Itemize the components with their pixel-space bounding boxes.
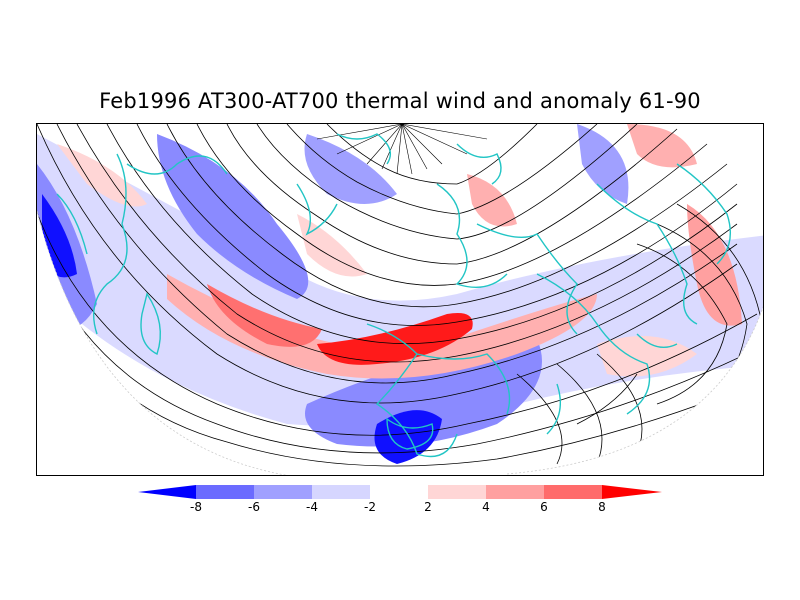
anomaly-negative-pole: [304, 134, 397, 204]
colorbar-label: 4: [482, 500, 490, 514]
colorbar-seg-gt-8: [602, 485, 662, 499]
colorbar-label: -4: [306, 500, 318, 514]
anomaly-negative-south: [305, 339, 542, 447]
colorbar-seg-2-2: [370, 485, 428, 499]
anomaly-negative-nw: [157, 134, 309, 299]
anomaly-positive-arctic: [467, 174, 517, 227]
colorbar-seg-6-8: [544, 485, 602, 499]
colorbar-label: 8: [598, 500, 606, 514]
colorbar-seg-2-4: [428, 485, 486, 499]
colorbar: [138, 485, 662, 499]
anomaly-band-light-blue: [37, 134, 763, 427]
colorbar-label: -6: [248, 500, 260, 514]
map-title: Feb1996 AT300-AT700 thermal wind and ano…: [99, 89, 701, 113]
colorbar-seg-8-6: [196, 485, 254, 499]
colorbar-label: -2: [364, 500, 376, 514]
map-panel: [36, 123, 764, 476]
colorbar-seg-lt-8: [138, 485, 196, 499]
anomaly-negative-east: [577, 124, 629, 204]
colorbar-seg-6-4: [254, 485, 312, 499]
coastlines: [56, 133, 731, 458]
anomaly-positive-mid: [207, 284, 322, 347]
colorbar-seg-4-2: [312, 485, 370, 499]
colorbar-label: 6: [540, 500, 548, 514]
colorbar-seg-4-6: [486, 485, 544, 499]
anomaly-positive-core: [317, 313, 473, 365]
pole-streamlines: [316, 124, 488, 175]
map-canvas: [37, 124, 763, 475]
anomaly-positive-band: [167, 274, 597, 379]
anomaly-positive-east: [687, 204, 742, 326]
anomaly-positive-ne: [627, 124, 697, 168]
colorbar-label: 2: [424, 500, 432, 514]
anomaly-positive-nw: [57, 144, 147, 207]
colorbar-label: -8: [190, 500, 202, 514]
anomaly-negative-west-core: [42, 194, 77, 278]
